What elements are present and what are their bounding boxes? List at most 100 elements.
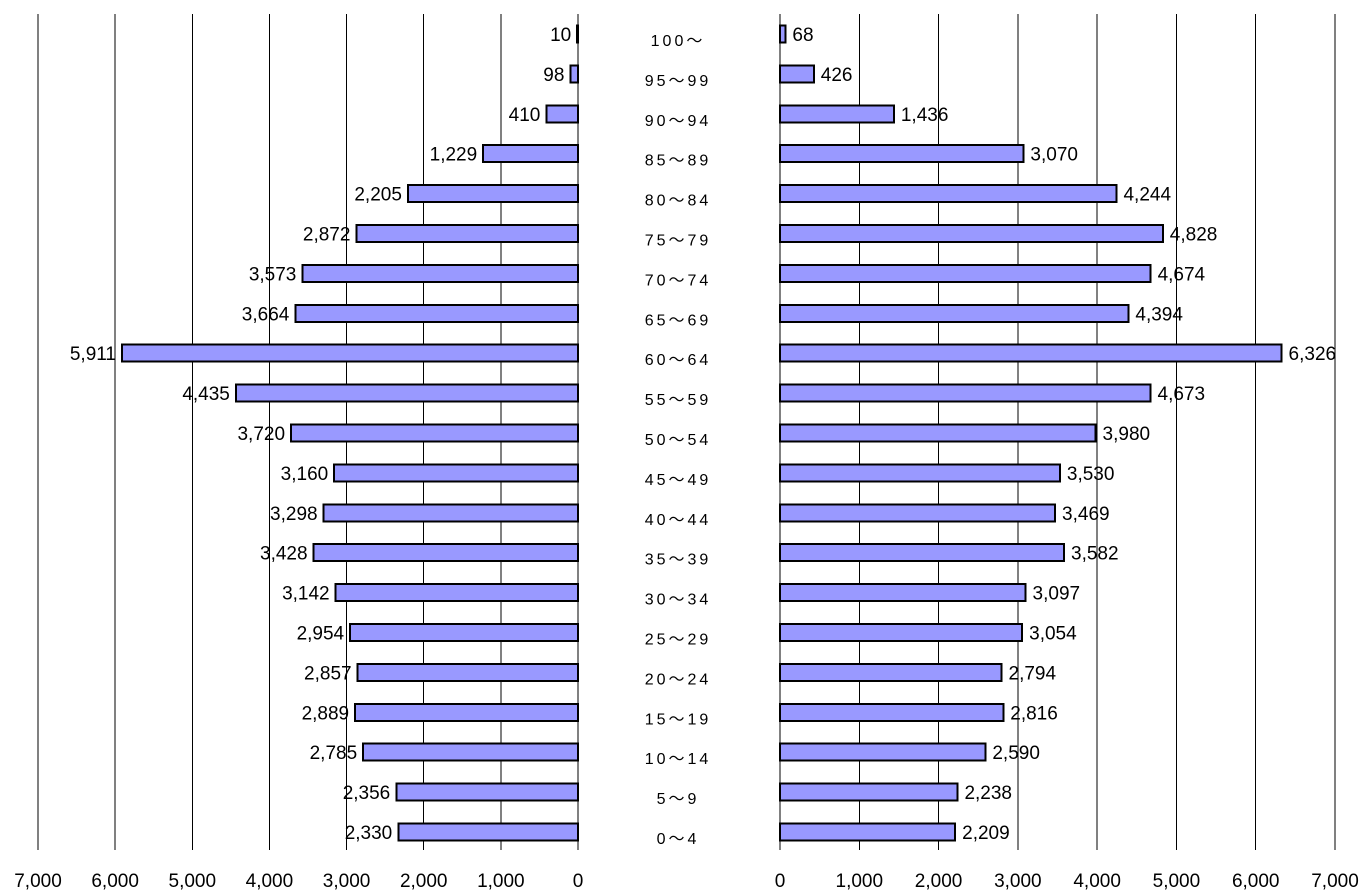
age-group-label: 0～4 <box>657 831 700 848</box>
bar-right <box>779 224 1164 243</box>
age-group-label: 95～99 <box>645 73 712 90</box>
value-label-right: 3,469 <box>1062 504 1110 525</box>
value-label-left: 5,911 <box>70 344 116 365</box>
value-label-left: 3,720 <box>237 424 285 445</box>
bar-right <box>779 343 1283 363</box>
tick-label-left: 5,000 <box>169 871 217 892</box>
tick-label-left: 1,000 <box>477 871 525 892</box>
bar-left <box>406 184 579 204</box>
tick-label-right: 1,000 <box>836 871 884 892</box>
age-group-label: 10～14 <box>645 751 712 768</box>
bar-left <box>362 742 579 762</box>
bar-right <box>779 583 1027 603</box>
bars <box>121 24 1283 842</box>
value-label-left: 4,435 <box>182 384 230 405</box>
value-label-left: 2,785 <box>310 743 358 764</box>
bar-left <box>356 662 579 682</box>
bar-right <box>779 423 1097 443</box>
bar-right <box>779 144 1025 164</box>
value-label-left: 2,356 <box>343 783 391 804</box>
age-group-label: 65～69 <box>645 312 712 329</box>
bar-left <box>234 383 579 403</box>
value-label-right: 2,816 <box>1010 703 1058 724</box>
value-label-right: 68 <box>792 25 813 46</box>
bar-left <box>333 463 579 483</box>
bar-left <box>355 224 579 243</box>
age-group-label: 45～49 <box>645 472 712 489</box>
value-label-right: 2,794 <box>1009 663 1057 684</box>
tick-label-right: 4,000 <box>1073 871 1121 892</box>
value-label-right: 1,436 <box>901 105 949 126</box>
age-group-label: 30～34 <box>645 592 712 609</box>
bar-left <box>290 423 579 443</box>
bar-left <box>322 503 579 523</box>
tick-label-left: 6,000 <box>91 871 139 892</box>
age-group-label: 25～29 <box>645 632 712 649</box>
bar-right <box>779 742 987 762</box>
value-label-right: 4,394 <box>1135 304 1183 325</box>
age-group-label: 50～54 <box>645 432 712 449</box>
age-group-label: 85～89 <box>645 153 712 170</box>
bar-left <box>395 782 579 802</box>
tick-label-right: 6,000 <box>1232 871 1280 892</box>
age-group-labels: 100～ 95～99 90～94 85～89 80～84 75～79 70～74 65～69 6… <box>645 33 712 848</box>
bar-right <box>779 662 1003 682</box>
value-label-right: 426 <box>821 65 853 86</box>
value-label-right: 3,054 <box>1029 624 1077 645</box>
value-label-left: 3,428 <box>260 544 308 565</box>
value-label-left: 3,298 <box>270 504 318 525</box>
bar-right <box>779 822 957 842</box>
tick-label-left: 2,000 <box>400 871 448 892</box>
bar-left <box>301 263 579 283</box>
tick-label-left: 7,000 <box>14 871 62 892</box>
bar-right <box>779 24 787 44</box>
value-label-left: 2,330 <box>345 823 393 844</box>
value-label-left: 2,954 <box>297 624 345 645</box>
value-label-right: 2,238 <box>964 783 1012 804</box>
value-label-right: 3,097 <box>1033 584 1081 605</box>
value-label-left: 10 <box>550 25 571 46</box>
value-label-left: 2,889 <box>302 703 350 724</box>
age-group-label: 75～79 <box>645 233 712 250</box>
tick-label-left: 4,000 <box>246 871 294 892</box>
value-label-left: 3,160 <box>281 464 329 485</box>
bar-left <box>334 583 580 603</box>
value-label-right: 4,673 <box>1158 384 1206 405</box>
value-label-left: 3,573 <box>249 264 297 285</box>
value-label-right: 3,530 <box>1067 464 1115 485</box>
value-label-right: 4,828 <box>1170 225 1218 246</box>
value-label-right: 3,980 <box>1103 424 1151 445</box>
tick-label-left: 3,000 <box>323 871 371 892</box>
value-labels: 10 68 98 426 410 1,436 1,229 3,070 2,205 4,244 2,8… <box>70 25 1336 844</box>
bar-right <box>779 782 959 802</box>
age-group-label: 70～74 <box>645 272 712 289</box>
tick-label-right: 7,000 <box>1311 871 1359 892</box>
bar-right <box>779 303 1130 323</box>
age-group-label: 90～94 <box>645 113 712 130</box>
bar-right <box>779 104 895 124</box>
value-label-left: 98 <box>543 65 564 86</box>
age-group-label: 100～ <box>651 33 706 50</box>
value-label-right: 3,070 <box>1030 145 1078 166</box>
bar-left <box>482 144 580 164</box>
value-label-right: 3,582 <box>1071 544 1119 565</box>
value-label-left: 1,229 <box>430 145 478 166</box>
bar-left <box>545 104 579 124</box>
bar-left <box>312 543 579 563</box>
value-label-right: 2,209 <box>962 823 1010 844</box>
bar-right <box>779 383 1152 403</box>
bar-left <box>569 64 580 84</box>
value-label-left: 3,142 <box>282 584 330 605</box>
value-label-left: 2,205 <box>354 185 402 206</box>
age-group-label: 80～84 <box>645 193 712 210</box>
bar-right <box>779 463 1061 483</box>
age-group-label: 55～59 <box>645 392 712 409</box>
tick-label-right: 2,000 <box>915 871 963 892</box>
bar-right <box>779 543 1066 563</box>
age-group-label: 15～19 <box>645 711 712 728</box>
value-label-left: 3,664 <box>242 304 290 325</box>
bar-left <box>294 303 579 323</box>
bar-right <box>779 623 1024 642</box>
tick-label-left: 0 <box>573 871 584 892</box>
